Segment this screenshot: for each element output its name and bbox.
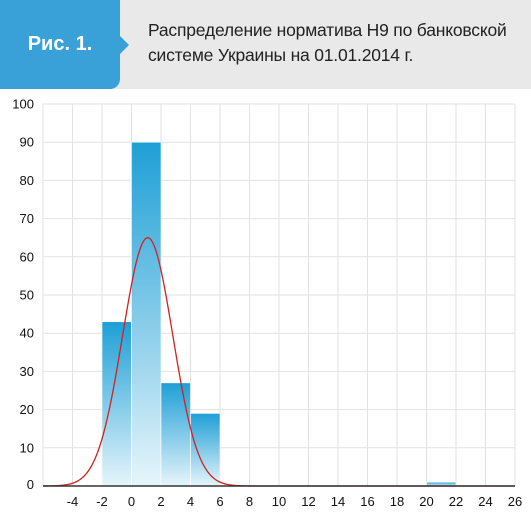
y-tick-label: 0 xyxy=(27,477,34,492)
x-tick-label: 18 xyxy=(390,494,404,509)
y-tick-label: 90 xyxy=(20,135,34,150)
x-tick-label: 4 xyxy=(187,494,194,509)
x-tick-label: 12 xyxy=(301,494,315,509)
x-tick-label: 8 xyxy=(246,494,253,509)
histogram-bars xyxy=(101,141,457,487)
chart-title: Распределение норматива Н9 по банковской… xyxy=(148,18,528,68)
y-tick-label: 60 xyxy=(20,249,34,264)
y-tick-label: 30 xyxy=(20,364,34,379)
histogram-bar xyxy=(190,413,221,487)
histogram-bar xyxy=(101,321,132,487)
x-tick-label: 14 xyxy=(331,494,345,509)
chart-title-line-2: системе Украины на 01.01.2014 г. xyxy=(148,45,414,65)
figure-badge: Рис. 1. xyxy=(0,0,129,89)
x-tick-label: 2 xyxy=(157,494,164,509)
x-tick-label: 10 xyxy=(272,494,286,509)
x-tick-label: 22 xyxy=(449,494,463,509)
y-tick-label: 80 xyxy=(20,173,34,188)
x-tick-label: 0 xyxy=(128,494,135,509)
y-tick-label: 20 xyxy=(20,402,34,417)
x-tick-label: 20 xyxy=(419,494,433,509)
x-tick-label: 6 xyxy=(216,494,223,509)
figure-badge-label: Рис. 1. xyxy=(27,33,93,55)
y-tick-label: 40 xyxy=(20,326,34,341)
x-tick-label: 24 xyxy=(478,494,492,509)
y-tick-label: 100 xyxy=(12,97,34,112)
histogram-bar xyxy=(131,141,162,487)
histogram-bar xyxy=(160,382,191,487)
chart-title-line-1: Распределение норматива Н9 по банковской xyxy=(148,20,507,40)
x-tick-label: -2 xyxy=(96,494,108,509)
y-tick-label: 70 xyxy=(20,211,34,226)
y-tick-label: 10 xyxy=(20,440,34,455)
x-tick-label: 26 xyxy=(508,494,522,509)
y-tick-label: 50 xyxy=(20,288,34,303)
x-tick-label: -4 xyxy=(67,494,79,509)
x-tick-label: 16 xyxy=(360,494,374,509)
